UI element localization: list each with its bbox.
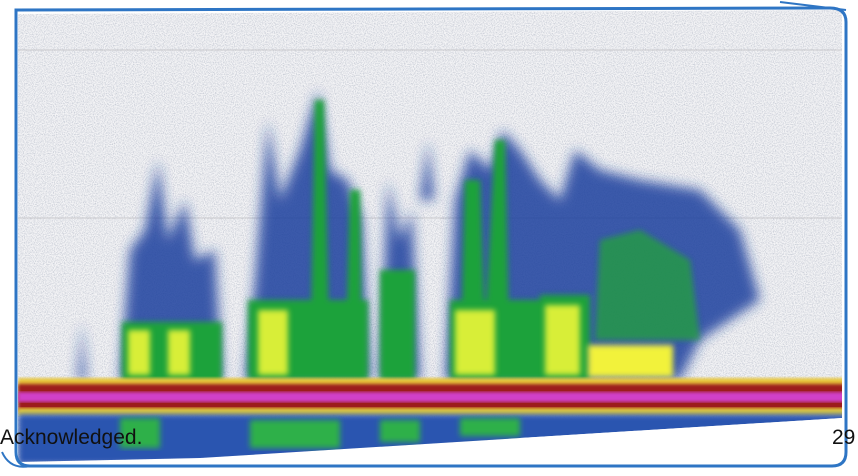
caption: Acknowledged. (0, 427, 142, 448)
slide: Acknowledged. 29 (0, 0, 858, 476)
lidar-image (0, 0, 858, 476)
page-number: 29 (832, 427, 855, 448)
